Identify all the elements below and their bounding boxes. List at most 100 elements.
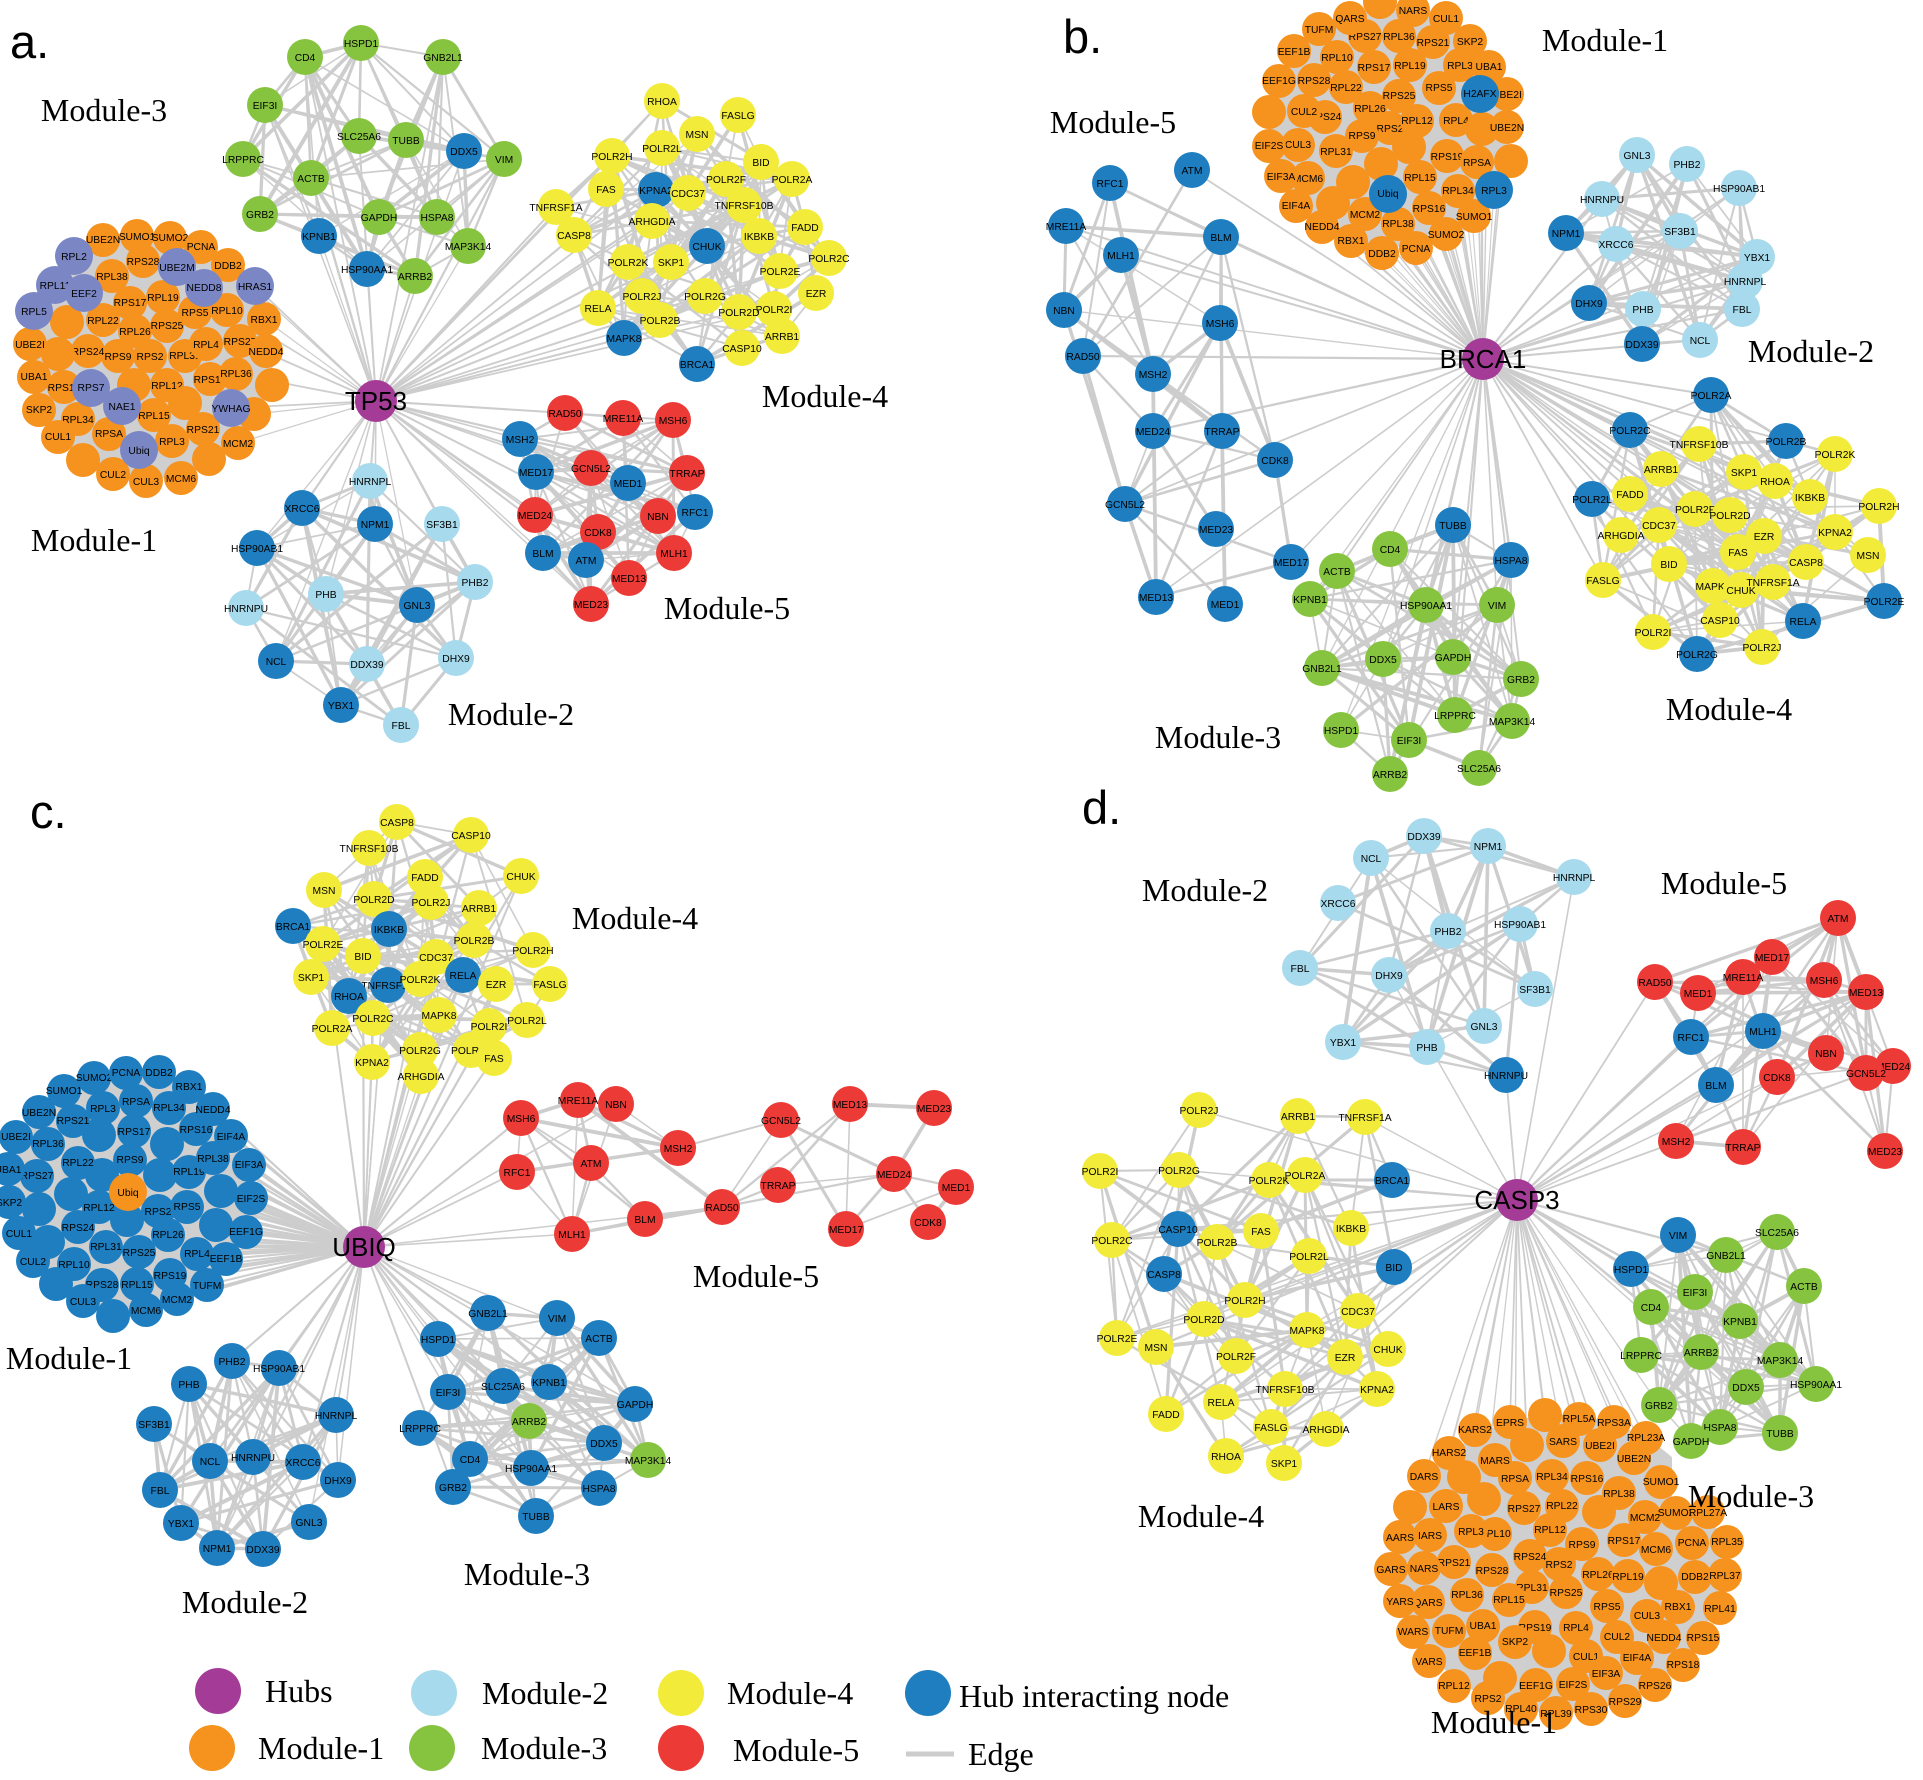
svg-text:HNRNPL: HNRNPL xyxy=(315,1411,358,1422)
svg-text:CASP8: CASP8 xyxy=(557,231,591,242)
svg-text:GRB2: GRB2 xyxy=(246,210,274,221)
svg-text:NPM1: NPM1 xyxy=(203,1544,232,1555)
svg-text:HSPA8: HSPA8 xyxy=(1494,556,1527,567)
svg-text:RPS24: RPS24 xyxy=(1514,1552,1547,1563)
svg-text:EEF2: EEF2 xyxy=(71,289,97,300)
svg-text:LRPPRC: LRPPRC xyxy=(1434,711,1476,722)
svg-text:RFC1: RFC1 xyxy=(1678,1033,1705,1044)
svg-text:RFC1: RFC1 xyxy=(682,508,709,519)
svg-text:CHUK: CHUK xyxy=(1726,586,1755,597)
svg-text:d.: d. xyxy=(1082,781,1121,834)
svg-text:SUMO1: SUMO1 xyxy=(1643,1477,1680,1488)
svg-text:PHB2: PHB2 xyxy=(1674,160,1701,171)
svg-text:MED23: MED23 xyxy=(1868,1147,1903,1158)
svg-text:HNRNPL: HNRNPL xyxy=(1724,277,1767,288)
svg-text:HARS2: HARS2 xyxy=(1432,1448,1467,1459)
svg-text:NEDD4: NEDD4 xyxy=(196,1105,231,1116)
svg-text:KPNA2: KPNA2 xyxy=(1360,1385,1394,1396)
svg-text:QARS: QARS xyxy=(1413,1598,1442,1609)
svg-text:TUFM: TUFM xyxy=(193,1281,222,1292)
svg-text:RPL15: RPL15 xyxy=(138,411,170,422)
svg-text:RPL4: RPL4 xyxy=(184,1249,210,1260)
svg-text:FADD: FADD xyxy=(1616,490,1643,501)
svg-text:TP53: TP53 xyxy=(345,386,407,416)
svg-text:MSH6: MSH6 xyxy=(659,416,688,427)
svg-text:POLR2J: POLR2J xyxy=(412,898,451,909)
svg-text:POLR2E: POLR2E xyxy=(303,940,344,951)
svg-text:BID: BID xyxy=(1660,560,1677,571)
svg-text:NEDD4: NEDD4 xyxy=(1305,222,1340,233)
svg-text:RPL3: RPL3 xyxy=(1481,186,1507,197)
svg-text:Module-5: Module-5 xyxy=(693,1258,819,1294)
svg-text:SLC25A6: SLC25A6 xyxy=(1457,764,1501,775)
svg-text:MRE11A: MRE11A xyxy=(558,1096,599,1107)
svg-text:UBE2N: UBE2N xyxy=(22,1108,56,1119)
svg-text:HNRNPL: HNRNPL xyxy=(1553,873,1596,884)
svg-text:POLR2F: POLR2F xyxy=(451,1046,491,1057)
svg-text:CDC37: CDC37 xyxy=(671,189,705,200)
svg-text:SARS: SARS xyxy=(1549,1437,1577,1448)
svg-text:HSPA8: HSPA8 xyxy=(1703,1423,1736,1434)
svg-text:MAPK8: MAPK8 xyxy=(1696,582,1731,593)
svg-text:Hubs: Hubs xyxy=(265,1673,333,1709)
svg-text:UBE2M: UBE2M xyxy=(159,263,194,274)
svg-text:GARS: GARS xyxy=(1376,1565,1405,1576)
svg-text:POLR2H: POLR2H xyxy=(1224,1296,1265,1307)
svg-text:POLR2K: POLR2K xyxy=(1815,450,1856,461)
svg-text:MLH1: MLH1 xyxy=(558,1230,586,1241)
svg-text:MED17: MED17 xyxy=(829,1225,864,1236)
svg-text:MAP3K14: MAP3K14 xyxy=(445,242,492,253)
svg-text:RPL38: RPL38 xyxy=(197,1154,229,1165)
svg-text:CUL2: CUL2 xyxy=(20,1257,47,1268)
svg-text:MLH1: MLH1 xyxy=(660,549,688,560)
svg-text:RPS16: RPS16 xyxy=(1413,204,1446,215)
svg-text:RPS15: RPS15 xyxy=(1687,1633,1720,1644)
svg-text:PCNA: PCNA xyxy=(112,1068,141,1079)
svg-text:RPL3: RPL3 xyxy=(1458,1527,1484,1538)
svg-text:CUL1: CUL1 xyxy=(1573,1652,1600,1663)
svg-text:CDK8: CDK8 xyxy=(1261,456,1289,467)
svg-text:Ubiq: Ubiq xyxy=(1377,189,1398,200)
svg-text:CASP8: CASP8 xyxy=(1147,1270,1181,1281)
svg-text:POLR2L: POLR2L xyxy=(507,1016,547,1027)
svg-text:EIF4A: EIF4A xyxy=(217,1132,246,1143)
svg-text:POLR2A: POLR2A xyxy=(1285,1171,1326,1182)
svg-text:CHUK: CHUK xyxy=(506,872,535,883)
svg-text:XRCC6: XRCC6 xyxy=(286,1458,321,1469)
svg-text:POLR2G: POLR2G xyxy=(1158,1166,1200,1177)
svg-text:EPRS: EPRS xyxy=(1496,1418,1524,1429)
svg-text:RPL37: RPL37 xyxy=(1709,1571,1741,1582)
svg-text:PHB: PHB xyxy=(178,1380,199,1391)
svg-text:POLR2B: POLR2B xyxy=(1197,1238,1238,1249)
svg-text:CASP10: CASP10 xyxy=(722,344,762,355)
svg-text:MAPK8: MAPK8 xyxy=(422,1011,457,1022)
svg-text:MED1: MED1 xyxy=(1211,600,1240,611)
svg-text:SKP2: SKP2 xyxy=(26,405,53,416)
svg-text:GNB2L1: GNB2L1 xyxy=(468,1309,508,1320)
svg-text:UBA1: UBA1 xyxy=(1476,62,1503,73)
svg-text:MAPK8: MAPK8 xyxy=(607,334,642,345)
svg-text:FADD: FADD xyxy=(411,873,438,884)
svg-text:POLR2C: POLR2C xyxy=(352,1014,394,1025)
svg-text:RPS5: RPS5 xyxy=(1426,83,1453,94)
svg-text:MED13: MED13 xyxy=(612,574,647,585)
svg-text:NPM1: NPM1 xyxy=(1552,229,1581,240)
svg-text:RPL10: RPL10 xyxy=(211,306,243,317)
svg-text:RPL26: RPL26 xyxy=(1354,104,1386,115)
svg-text:RPL12: RPL12 xyxy=(151,381,183,392)
svg-text:UBE2N: UBE2N xyxy=(1490,123,1524,134)
svg-text:RPS25: RPS25 xyxy=(1550,1588,1583,1599)
svg-text:RHOA: RHOA xyxy=(1760,477,1790,488)
svg-text:MED13: MED13 xyxy=(1849,988,1884,999)
svg-text:RAD50: RAD50 xyxy=(1066,352,1099,363)
svg-text:CUL1: CUL1 xyxy=(45,432,72,443)
svg-text:RPL38: RPL38 xyxy=(1603,1489,1635,1500)
svg-text:MED23: MED23 xyxy=(574,600,609,611)
svg-text:RPL31: RPL31 xyxy=(90,1242,122,1253)
svg-text:BID: BID xyxy=(1385,1263,1402,1274)
svg-text:UBA1: UBA1 xyxy=(0,1165,22,1176)
svg-text:EEF1G: EEF1G xyxy=(1262,76,1296,87)
svg-text:BRCA1: BRCA1 xyxy=(1375,1176,1410,1187)
svg-text:BRCA1: BRCA1 xyxy=(680,360,715,371)
svg-text:CUL3: CUL3 xyxy=(1634,1611,1661,1622)
